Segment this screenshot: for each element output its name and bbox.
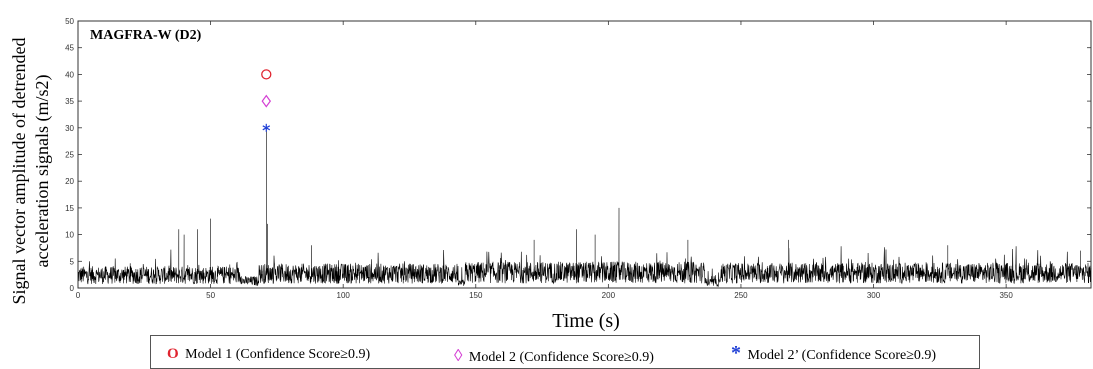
x-tick-label: 200 xyxy=(602,291,616,300)
x-tick-label: 100 xyxy=(337,291,351,300)
asterisk-marker-icon: * xyxy=(731,342,741,364)
y-tick-label: 50 xyxy=(65,17,74,26)
model-2-diamond-marker xyxy=(261,94,272,108)
x-tick-label: 250 xyxy=(734,291,748,300)
model-markers xyxy=(261,69,272,132)
x-tick-label: 300 xyxy=(867,291,881,300)
x-tick-label: 150 xyxy=(469,291,483,300)
y-tick-label: 25 xyxy=(65,151,74,160)
legend-item-model-2-prime: * Model 2’ (Confidence Score≥0.9) xyxy=(731,342,937,364)
legend-label-model-1: Model 1 (Confidence Score≥0.9) xyxy=(185,347,371,362)
model-1-circle-marker xyxy=(261,69,272,80)
y-tick-label: 15 xyxy=(65,204,74,213)
signal-line xyxy=(77,127,1092,288)
panel-title: MAGFRA-W (D2) xyxy=(90,28,202,43)
legend-label-model-2: Model 2 (Confidence Score≥0.9) xyxy=(468,350,654,365)
model-2-prime-asterisk-marker xyxy=(262,123,271,132)
x-tick-label: 50 xyxy=(206,291,215,300)
y-tick-label: 40 xyxy=(65,70,74,79)
asterisk-stroke xyxy=(262,125,271,131)
diamond-marker-icon: ◊ xyxy=(454,346,463,365)
legend: O Model 1 (Confidence Score≥0.9) ◊ Model… xyxy=(150,335,980,369)
y-tick-label: 45 xyxy=(65,44,74,53)
x-axis-title: Time (s) xyxy=(552,310,620,332)
legend-item-model-1: O Model 1 (Confidence Score≥0.9) xyxy=(167,346,370,363)
signal-series xyxy=(77,127,1092,288)
y-tick-label: 35 xyxy=(65,97,74,106)
circle-marker-icon: O xyxy=(167,346,179,362)
axis-ticks: 0 50 100 150 200 250 300 350 0 5 10 15 20 25 30 35 40 45 5… xyxy=(65,17,1091,300)
y-tick-label: 5 xyxy=(70,257,75,266)
plot-axes xyxy=(77,20,1092,289)
chart-svg: 0 50 100 150 200 250 300 350 0 5 10 15 20 25 30 35 40 45 5… xyxy=(9,17,1092,332)
y-axis-title-line-2: acceleration signals (m/s2) xyxy=(32,75,53,268)
legend-label-model-2-prime: Model 2’ (Confidence Score≥0.9) xyxy=(747,348,937,363)
legend-item-model-2: ◊ Model 2 (Confidence Score≥0.9) xyxy=(454,346,654,366)
y-tick-label: 30 xyxy=(65,124,74,133)
y-tick-label: 0 xyxy=(70,284,75,293)
y-tick-label: 20 xyxy=(65,177,74,186)
y-axis-title-line-1: Signal vector amplitude of detrended xyxy=(9,38,29,305)
plot-frame xyxy=(77,20,1092,289)
x-tick-label: 350 xyxy=(999,291,1013,300)
x-tick-label: 0 xyxy=(76,291,81,300)
y-tick-label: 10 xyxy=(65,231,74,240)
